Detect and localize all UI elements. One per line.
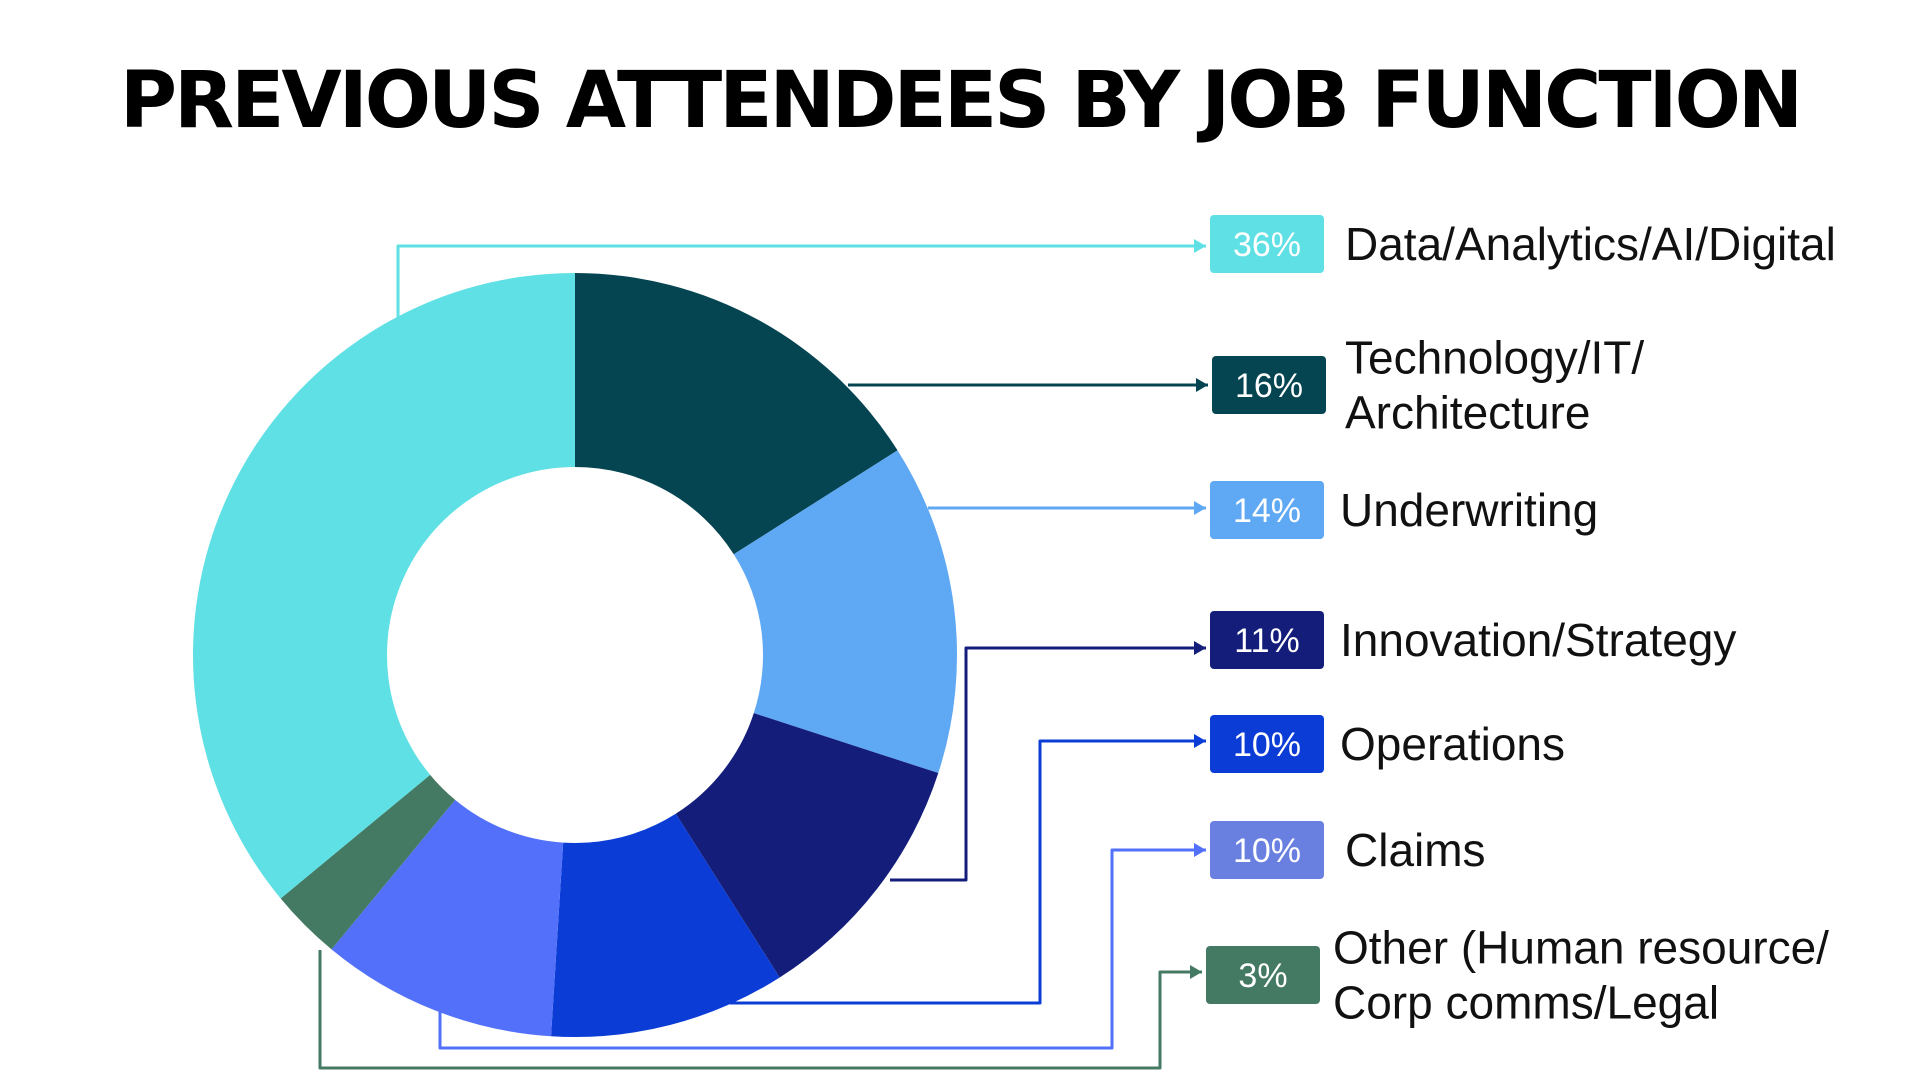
legend-percent: 36%: [1233, 226, 1301, 264]
legend-badge: [1210, 611, 1324, 669]
legend-percent: 11%: [1234, 622, 1300, 660]
legend-percent: 16%: [1235, 367, 1303, 405]
legend-percent: 3%: [1238, 957, 1287, 995]
legend-percent: 14%: [1233, 492, 1301, 530]
legend-label: Claims: [1345, 824, 1486, 876]
legend-badge: [1210, 215, 1324, 273]
donut-slice: [733, 450, 957, 774]
legend-item: 10% Claims: [1210, 821, 1486, 879]
legend-label: Corp comms/Legal: [1333, 977, 1719, 1029]
leader-arrow: [1196, 378, 1208, 392]
donut-slice: [280, 774, 456, 950]
legend-label: Innovation/Strategy: [1340, 614, 1736, 666]
donut-slice: [575, 273, 898, 555]
leader-line: [318, 950, 1202, 1070]
legend-badge: [1210, 715, 1324, 773]
legend-item: 14% Underwriting: [1210, 481, 1598, 539]
legend-percent: 10%: [1233, 832, 1301, 870]
legend-badge: [1206, 946, 1320, 1004]
leader-line: [438, 848, 1206, 1050]
legend-item: 16% Technology/IT/Architecture: [1212, 332, 1644, 439]
leader-line: [890, 646, 1206, 882]
legend-badge: [1210, 481, 1324, 539]
donut-slice: [675, 713, 939, 978]
chart-title: PREVIOUS ATTENDEES BY JOB FUNCTION: [119, 56, 1803, 146]
legend-item: 36% Data/Analytics/AI/Digital: [1210, 215, 1836, 273]
legend-item: 11% Innovation/Strategy: [1210, 611, 1736, 669]
legend-item: 10% Operations: [1210, 715, 1565, 773]
donut-slice: [331, 799, 564, 1037]
leader-line: [396, 244, 1206, 318]
leader-arrow: [1194, 239, 1206, 253]
leader-arrow: [1190, 965, 1202, 979]
legend-label: Data/Analytics/AI/Digital: [1345, 218, 1836, 270]
donut-slice: [193, 273, 575, 899]
leader-arrow: [1194, 843, 1206, 857]
legend-label: Technology/IT/: [1345, 332, 1644, 384]
legend-label: Architecture: [1345, 387, 1590, 439]
legend-item: 3% Other (Human resource/Corp comms/Legal: [1206, 922, 1829, 1029]
legend-label: Other (Human resource/: [1333, 922, 1829, 974]
leader-line: [730, 739, 1206, 1005]
legend-badge: [1212, 356, 1326, 414]
legend-badge: [1210, 821, 1324, 879]
donut-slice: [551, 813, 780, 1037]
leader-arrow: [1194, 641, 1206, 655]
legend-percent: 10%: [1233, 726, 1301, 764]
leader-arrow: [1194, 501, 1206, 515]
leader-arrow: [1194, 734, 1206, 748]
legend-label: Operations: [1340, 718, 1565, 770]
legend-label: Underwriting: [1340, 484, 1598, 536]
